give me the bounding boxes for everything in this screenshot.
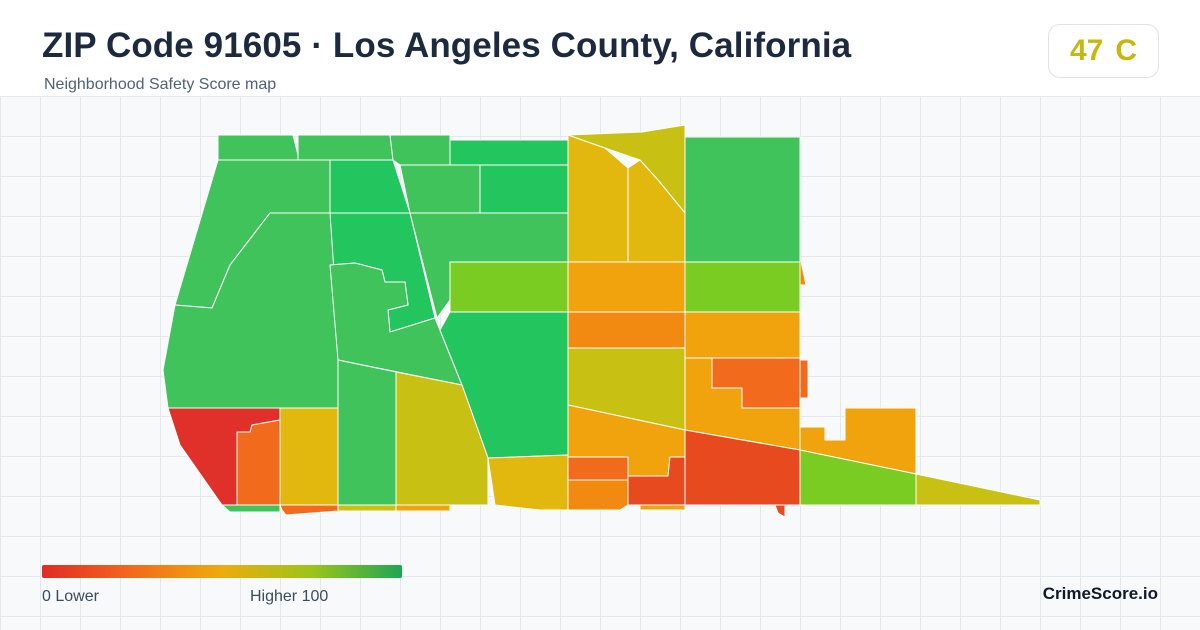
map-region — [915, 473, 1041, 506]
map-region — [389, 134, 451, 166]
map-region — [395, 371, 489, 506]
map-region — [684, 261, 801, 313]
map-region — [217, 134, 299, 161]
header-bar: ZIP Code 91605 · Los Angeles County, Cal… — [0, 0, 1200, 97]
map-region — [567, 311, 686, 349]
score-value: 47 — [1069, 34, 1104, 67]
map-region — [395, 504, 451, 512]
score-grade: C — [1115, 34, 1138, 67]
map-region — [567, 479, 629, 511]
map-region — [567, 134, 629, 263]
map-region — [297, 134, 394, 161]
map-region — [449, 139, 569, 166]
map-region — [487, 454, 569, 511]
map-region — [799, 255, 807, 286]
map-region — [399, 164, 481, 214]
map-region — [279, 407, 339, 506]
map-region — [567, 261, 686, 313]
map-region — [684, 311, 801, 359]
map-region — [449, 261, 569, 313]
map-region — [479, 164, 569, 214]
page-subtitle: Neighborhood Safety Score map — [44, 76, 277, 93]
map-region — [711, 357, 801, 409]
map-region — [221, 504, 281, 513]
legend-low-label: 0 Lower — [42, 588, 99, 605]
map-region — [279, 504, 339, 516]
map-region — [774, 504, 786, 518]
map-region — [329, 159, 411, 214]
legend-gradient-bar — [42, 565, 402, 578]
map-region — [684, 136, 801, 263]
safety-score-badge: 47 C — [1048, 24, 1159, 78]
page-title: ZIP Code 91605 · Los Angeles County, Cal… — [42, 26, 852, 65]
map-region — [162, 212, 341, 409]
map-region — [236, 419, 281, 506]
map-region — [337, 359, 397, 506]
map-region — [337, 504, 397, 512]
legend-high-label: Higher 100 — [250, 588, 329, 605]
map-region — [567, 456, 629, 481]
map-region — [639, 504, 686, 511]
brand-logo-text[interactable]: CrimeScore.io — [1042, 584, 1158, 603]
map-region — [799, 359, 809, 399]
